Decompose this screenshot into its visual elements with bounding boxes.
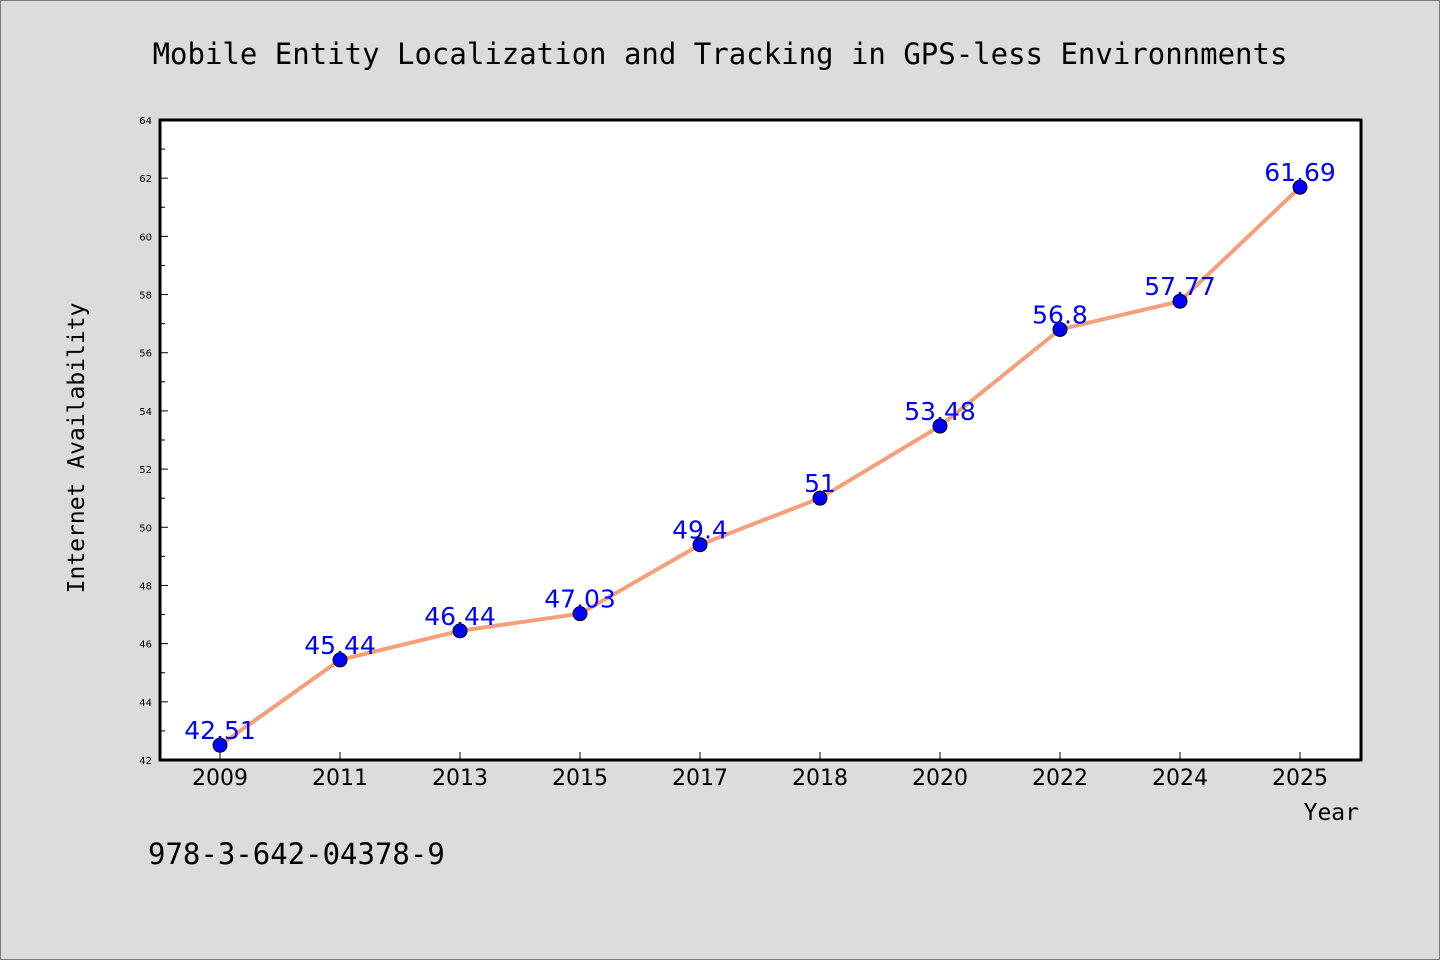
data-label: 45.44 bbox=[304, 631, 376, 660]
data-label: 53.48 bbox=[904, 397, 976, 426]
y-axis-label: Internet Availability bbox=[64, 303, 90, 594]
data-point bbox=[452, 623, 468, 639]
y-tick-label: 56 bbox=[139, 349, 152, 360]
data-points bbox=[212, 179, 1308, 753]
data-point bbox=[1052, 321, 1068, 337]
y-tick-label: 48 bbox=[139, 581, 152, 592]
data-label: 56.8 bbox=[1032, 300, 1088, 329]
data-labels: 42.51 45.44 46.44 47.03 49.4 51 53.48 56.8 57.77… bbox=[184, 158, 1336, 745]
data-label: 57.77 bbox=[1144, 272, 1216, 301]
data-point bbox=[692, 537, 708, 553]
data-point bbox=[572, 606, 588, 622]
isbn-text: 978-3-642-04378-9 bbox=[148, 837, 445, 871]
data-label: 46.44 bbox=[424, 602, 496, 631]
data-label: 47.03 bbox=[544, 585, 616, 614]
data-label: 49.4 bbox=[672, 516, 728, 545]
y-tick-label: 52 bbox=[139, 465, 152, 476]
data-point bbox=[1292, 179, 1308, 195]
x-axis: 2009 2011 2013 2015 2017 2018 2020 2022 2024 2025 bbox=[192, 752, 1328, 791]
data-label: 51 bbox=[804, 469, 836, 498]
y-tick-label: 60 bbox=[139, 232, 152, 243]
y-tick-label: 50 bbox=[139, 523, 152, 534]
x-tick-label: 2015 bbox=[552, 766, 608, 791]
y-tick-label: 64 bbox=[139, 116, 152, 127]
x-tick-label: 2024 bbox=[1152, 766, 1208, 791]
x-tick-label: 2013 bbox=[432, 766, 488, 791]
x-tick-label: 2018 bbox=[792, 766, 848, 791]
data-label: 42.51 bbox=[184, 716, 256, 745]
y-tick-label: 62 bbox=[139, 174, 152, 185]
x-tick-label: 2022 bbox=[1032, 766, 1088, 791]
data-point bbox=[932, 418, 948, 434]
chart-title: Mobile Entity Localization and Tracking … bbox=[153, 37, 1288, 71]
y-axis: 42 44 46 48 50 52 54 56 58 60 62 64 bbox=[139, 116, 168, 767]
data-point bbox=[332, 652, 348, 668]
data-label: 61.69 bbox=[1264, 158, 1336, 187]
series-line bbox=[218, 185, 1302, 748]
y-tick-label: 54 bbox=[139, 407, 152, 418]
data-point bbox=[812, 490, 828, 506]
y-tick-label: 44 bbox=[139, 698, 152, 709]
x-tick-label: 2017 bbox=[672, 766, 728, 791]
x-axis-label: Year bbox=[1304, 800, 1359, 826]
y-tick-label: 42 bbox=[139, 756, 152, 767]
data-point bbox=[1172, 293, 1188, 309]
y-tick-label: 46 bbox=[139, 640, 152, 651]
x-tick-label: 2009 bbox=[192, 766, 248, 791]
data-point bbox=[212, 737, 228, 753]
x-tick-label: 2020 bbox=[912, 766, 968, 791]
y-tick-label: 58 bbox=[139, 291, 152, 302]
x-tick-label: 2025 bbox=[1272, 766, 1328, 791]
x-tick-label: 2011 bbox=[312, 766, 368, 791]
